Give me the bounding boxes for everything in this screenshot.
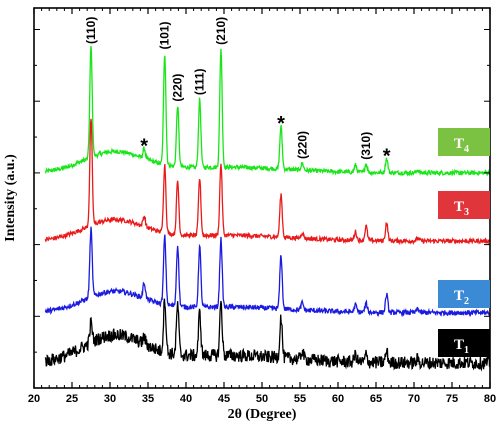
x-tick-label: 50 [256,393,268,405]
y-axis-title: Intensity (a.u.) [3,154,18,242]
x-tick-label: 55 [294,393,306,405]
x-tick-label: 35 [142,393,154,405]
series-line-t1 [44,298,491,372]
x-tick-label: 75 [446,393,458,405]
axes-layer: 20 25 30 35 40 45 50 55 60 65 70 75 80 [28,7,496,405]
impurity-star-marker: * [277,113,285,135]
series-line-t4 [44,45,491,177]
legend-swatch [438,329,490,357]
legend-label: T1 [454,337,469,356]
peak-label: (110) [84,17,98,44]
peak-label: (220) [171,74,185,102]
peak-label: (101) [158,21,172,49]
peak-label: (220) [295,131,309,159]
peak-label: (310) [359,132,373,160]
legend-swatch [438,128,490,156]
x-tick-label: 25 [66,393,78,405]
legend-item-t3: T3 [438,191,490,219]
legend-swatch [438,280,490,308]
plot-frame [33,7,491,389]
peak-label: (210) [214,17,228,45]
x-tick-label: 80 [484,393,496,405]
series-layer [44,45,491,372]
x-tick-label: 65 [370,393,382,405]
annotation-layer: (110) (101) (220) (111) (210) (220) (310) * * * [84,17,391,168]
series-line-t3 [44,118,491,246]
legend-label: T3 [454,199,469,218]
impurity-star-marker: * [140,135,148,157]
legend-swatch [438,191,490,219]
x-tick-label: 45 [218,393,230,405]
x-axis-title: 2θ (Degree) [228,407,297,422]
x-tick-label: 30 [104,393,116,405]
legend-label: T4 [454,136,469,155]
legend-item-t4: T4 [438,128,490,156]
x-tick-label: 70 [408,393,420,405]
x-tick-label: 60 [332,393,344,405]
legend-label: T2 [454,288,469,307]
x-tick-label: 20 [28,393,40,405]
legend-layer: T4 T3 T2 T1 [438,128,490,357]
series-line-t2 [44,226,491,318]
legend-item-t2: T2 [438,280,490,308]
legend-item-t1: T1 [438,329,490,357]
impurity-star-marker: * [383,145,391,167]
peak-label: (111) [193,68,207,95]
x-tick-label: 40 [180,393,192,405]
